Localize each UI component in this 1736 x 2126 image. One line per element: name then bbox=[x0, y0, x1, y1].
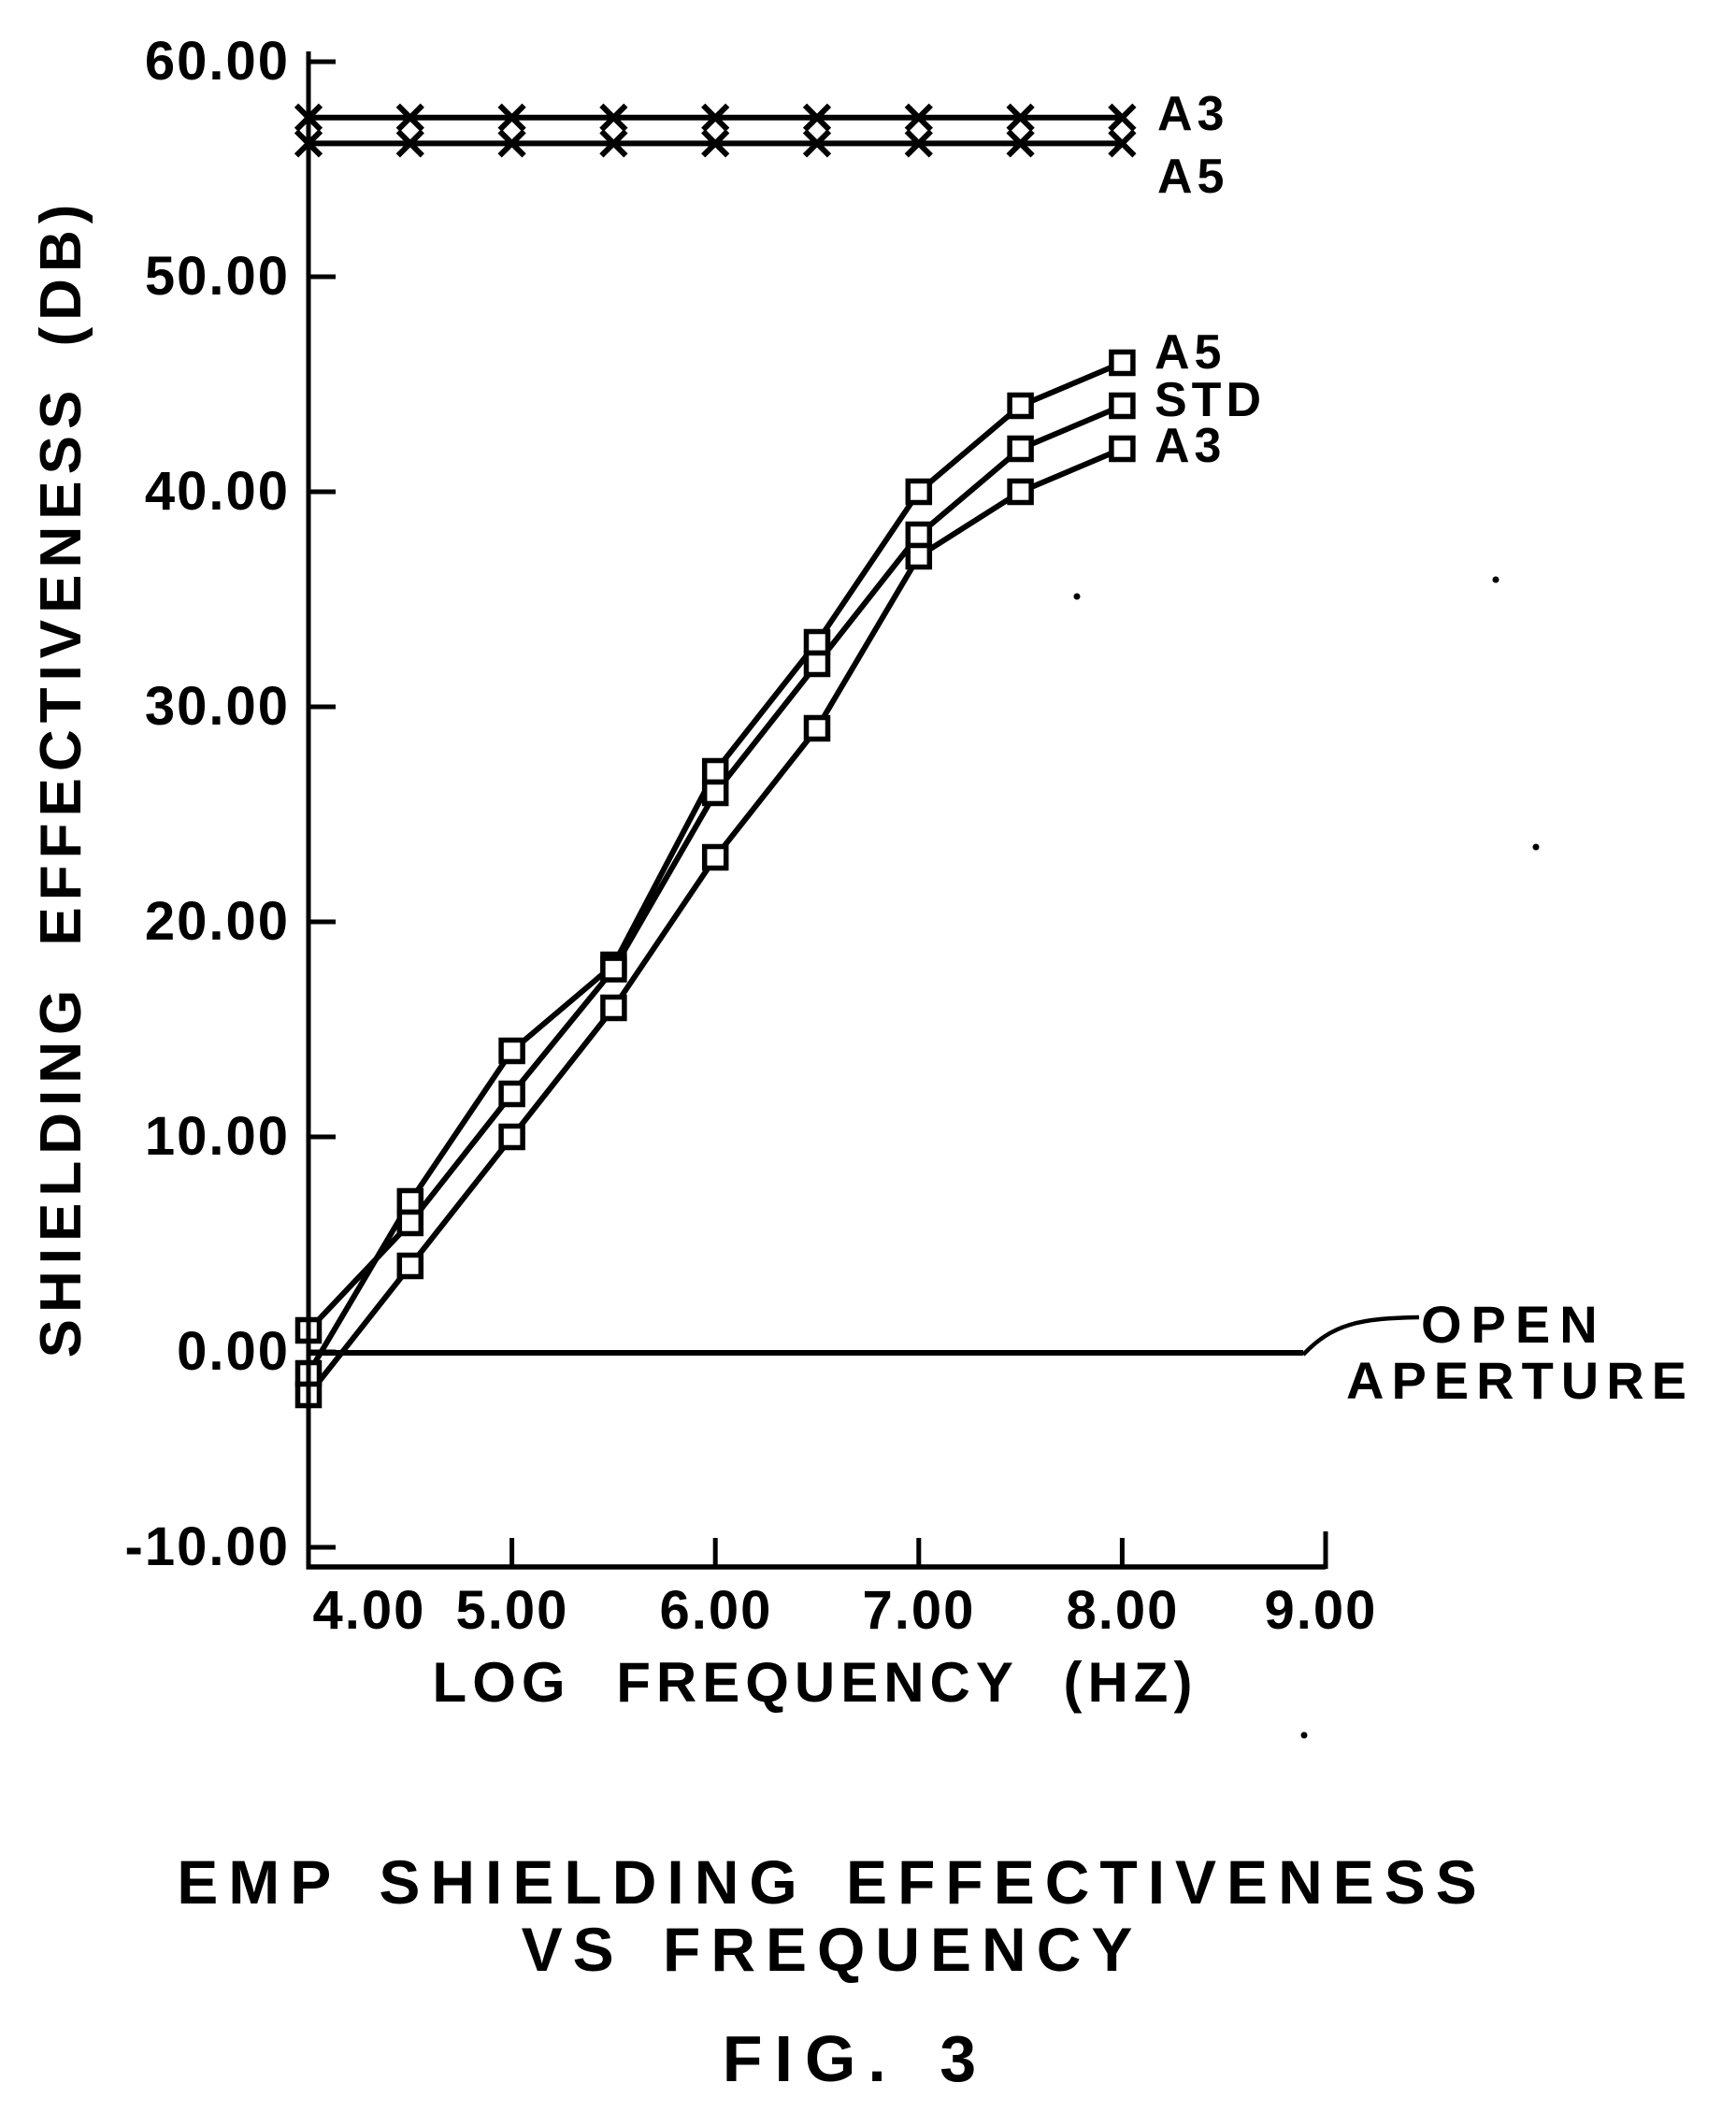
open-square-marker bbox=[1007, 392, 1034, 420]
x-cross-marker bbox=[904, 129, 933, 158]
x-tick-label-6: 6.00 bbox=[659, 1580, 773, 1641]
y-tick-label-50: 50.00 bbox=[144, 246, 290, 307]
figure-number: FIG. 3 bbox=[722, 2022, 989, 2095]
x-cross-marker bbox=[599, 103, 628, 132]
open-square-marker bbox=[701, 779, 729, 807]
y-axis-title: SHIELDING EFFECTIVENESS (DB) bbox=[29, 197, 93, 1358]
open-square-marker bbox=[498, 1037, 525, 1065]
x-cross-marker bbox=[802, 129, 832, 158]
open-square-marker bbox=[1109, 349, 1136, 377]
open-square-marker bbox=[498, 1123, 525, 1151]
ink-speck bbox=[1492, 576, 1499, 583]
x-cross-marker bbox=[701, 129, 730, 158]
open-square-marker bbox=[396, 1187, 424, 1215]
flat-line-label-a3: A3 bbox=[1157, 87, 1229, 141]
series-line-4-a3 bbox=[306, 446, 1124, 1397]
x-cross-marker bbox=[395, 129, 424, 158]
x-cross-marker bbox=[497, 129, 526, 158]
x-cross-marker bbox=[1006, 129, 1035, 158]
ink-speck bbox=[1532, 843, 1540, 851]
open-square-marker bbox=[701, 757, 729, 785]
x-cross-marker bbox=[1006, 103, 1035, 132]
open-square-marker bbox=[396, 1252, 424, 1280]
flat-line-label-a5: A5 bbox=[1157, 150, 1229, 204]
open-square-marker bbox=[1007, 435, 1034, 463]
open-aperture-label-line2: APERTURE bbox=[1346, 1351, 1695, 1410]
y-tick-label-20: 20.00 bbox=[144, 891, 290, 952]
curve-label-a5: A5 bbox=[1155, 325, 1227, 380]
curve-label-a3: A3 bbox=[1155, 419, 1227, 473]
open-square-marker bbox=[803, 650, 831, 678]
open-square-marker bbox=[803, 628, 831, 656]
x-cross-marker bbox=[497, 103, 526, 132]
open-square-marker bbox=[905, 478, 933, 506]
open-aperture-leader-line bbox=[1301, 1314, 1420, 1357]
open-square-marker bbox=[1109, 392, 1136, 420]
open-square-marker bbox=[600, 994, 627, 1022]
x-cross-marker bbox=[1108, 103, 1137, 132]
y-tick-label-neg10: -10.00 bbox=[124, 1516, 290, 1577]
open-square-marker bbox=[600, 955, 627, 983]
x-tick-label-8: 8.00 bbox=[1066, 1580, 1180, 1641]
open-square-marker bbox=[701, 843, 729, 871]
x-cross-marker bbox=[701, 103, 730, 132]
y-tick-label-30: 30.00 bbox=[144, 676, 290, 737]
x-cross-marker bbox=[1108, 129, 1137, 158]
open-square-marker bbox=[905, 521, 933, 549]
y-tick-label-0: 0.00 bbox=[177, 1321, 290, 1382]
y-tick-label-40: 40.00 bbox=[144, 461, 290, 522]
x-tick-label-9: 9.00 bbox=[1264, 1580, 1378, 1641]
x-cross-marker bbox=[395, 103, 424, 132]
figure-title-line1: EMP SHIELDING EFFECTIVENESS bbox=[177, 1847, 1487, 1917]
x-tick-label-7: 7.00 bbox=[862, 1580, 976, 1641]
x-tick-label-5: 5.00 bbox=[455, 1580, 569, 1641]
open-aperture-label-line1: OPEN bbox=[1421, 1295, 1607, 1354]
open-square-marker bbox=[1007, 478, 1034, 506]
open-square-marker bbox=[1109, 435, 1136, 463]
figure-title-line2: VS FREQUENCY bbox=[521, 1915, 1143, 1984]
ink-speck bbox=[1073, 593, 1081, 600]
open-square-marker bbox=[803, 714, 831, 742]
x-tick-label-4: 4.00 bbox=[312, 1580, 426, 1641]
open-square-marker bbox=[905, 542, 933, 570]
curve-label-std: STD bbox=[1155, 373, 1266, 427]
x-axis-title: LOG FREQUENCY (HZ) bbox=[432, 1651, 1198, 1714]
x-cross-marker bbox=[904, 103, 933, 132]
x-cross-marker bbox=[599, 129, 628, 158]
open-square-marker bbox=[396, 1209, 424, 1237]
y-tick-label-10: 10.00 bbox=[144, 1106, 290, 1167]
ink-speck bbox=[1300, 1731, 1308, 1739]
y-tick-label-60: 60.00 bbox=[144, 31, 290, 92]
x-cross-marker bbox=[802, 103, 832, 132]
open-square-marker bbox=[498, 1080, 525, 1108]
